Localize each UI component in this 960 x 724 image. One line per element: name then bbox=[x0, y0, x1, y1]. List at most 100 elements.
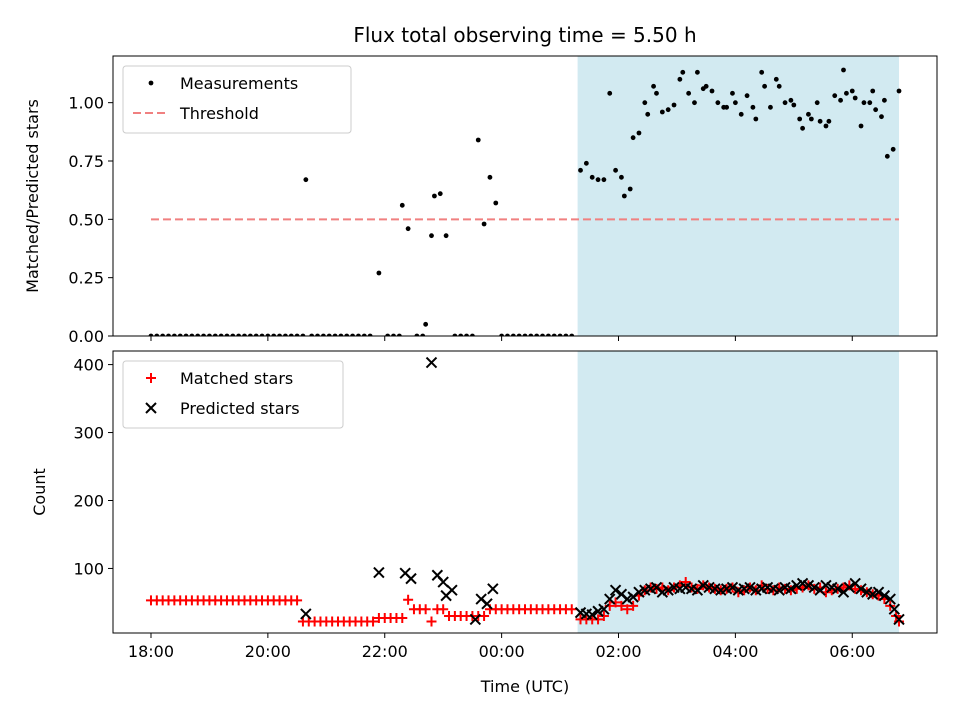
legend: Matched stars Predicted stars bbox=[122, 360, 344, 429]
data-point-dot bbox=[589, 174, 595, 180]
data-point-dot bbox=[768, 104, 773, 110]
data-point-dot bbox=[160, 333, 166, 336]
data-point-dot bbox=[361, 333, 367, 336]
data-point-dot bbox=[277, 333, 282, 336]
x-tick-label: 22:00 bbox=[362, 642, 408, 661]
data-point-dot bbox=[315, 333, 320, 336]
data-point-plus bbox=[622, 604, 633, 615]
data-point-plus bbox=[479, 611, 490, 622]
data-point-dot bbox=[247, 333, 253, 336]
y-tick-label: 200 bbox=[73, 491, 104, 510]
data-point-x bbox=[843, 581, 856, 594]
observing-window-span bbox=[577, 56, 900, 336]
data-point-dot bbox=[510, 333, 516, 336]
data-point-dot bbox=[861, 100, 867, 106]
data-point-dot bbox=[659, 109, 665, 115]
legend-box bbox=[122, 65, 352, 134]
data-point-dot bbox=[896, 88, 902, 94]
y-tick-label: 300 bbox=[73, 424, 104, 443]
data-point-dot bbox=[300, 333, 306, 336]
legend-marker bbox=[146, 373, 156, 383]
data-point-dot bbox=[879, 114, 884, 120]
data-point-dot bbox=[619, 174, 624, 180]
data-point-dot bbox=[405, 226, 411, 232]
data-point-dot bbox=[621, 193, 627, 199]
data-point-dot bbox=[578, 167, 583, 173]
data-point-dot bbox=[242, 333, 247, 336]
data-point-dot bbox=[782, 100, 788, 106]
data-point-x bbox=[878, 589, 891, 602]
data-point-dot bbox=[694, 69, 700, 75]
data-point-dot bbox=[212, 333, 218, 336]
data-point-dot bbox=[870, 88, 876, 94]
data-point-dot bbox=[636, 130, 642, 136]
legend-label: Measurements bbox=[180, 74, 298, 93]
data-point-dot bbox=[627, 186, 633, 192]
data-point-dot bbox=[376, 270, 382, 276]
data-point-x bbox=[893, 613, 905, 626]
data-point-dot bbox=[432, 193, 437, 199]
data-point-dot bbox=[738, 111, 744, 117]
data-point-dot bbox=[563, 333, 569, 336]
data-point-dot bbox=[475, 137, 481, 143]
panel-counts: 18:00 20:00 22:00 00:00 02:00 04:00 06:00 100 20… bbox=[30, 350, 938, 661]
legend: Measurements Threshold bbox=[122, 65, 352, 134]
data-point-x bbox=[446, 584, 458, 596]
data-point-dot bbox=[443, 233, 449, 239]
data-point-dot bbox=[320, 333, 326, 336]
data-point-dot bbox=[630, 135, 636, 141]
data-point-dot bbox=[183, 333, 189, 336]
plot-area bbox=[145, 356, 905, 627]
data-point-x bbox=[469, 613, 482, 626]
data-point-dot bbox=[464, 333, 469, 336]
data-point-dot bbox=[288, 333, 294, 336]
data-point-dot bbox=[356, 333, 361, 336]
x-tick-label: 00:00 bbox=[479, 642, 525, 661]
data-point-dot bbox=[259, 333, 265, 336]
data-point-dot bbox=[800, 125, 805, 131]
data-point-dot bbox=[814, 100, 820, 106]
data-point-plus bbox=[598, 611, 609, 622]
data-point-dot bbox=[557, 333, 563, 336]
data-point-dot bbox=[344, 333, 350, 336]
data-point-x bbox=[855, 583, 867, 595]
data-point-dot bbox=[437, 191, 443, 197]
data-point-dot bbox=[391, 333, 396, 336]
data-point-dot bbox=[332, 333, 338, 336]
data-point-dot bbox=[534, 333, 540, 336]
data-point-x bbox=[785, 583, 797, 595]
data-point-dot bbox=[385, 333, 391, 336]
data-point-dot bbox=[832, 93, 838, 99]
data-point-plus bbox=[566, 604, 577, 615]
data-point-dot bbox=[399, 202, 405, 208]
data-point-x bbox=[373, 566, 385, 579]
data-point-dot bbox=[823, 123, 829, 129]
data-point-x bbox=[773, 584, 785, 596]
data-point-plus bbox=[397, 613, 408, 624]
data-point-dot bbox=[867, 100, 873, 106]
data-point-dot bbox=[429, 233, 434, 239]
data-point-dot bbox=[817, 118, 823, 124]
data-point-plus bbox=[420, 604, 431, 615]
data-point-dot bbox=[493, 200, 499, 206]
data-point-dot bbox=[516, 333, 522, 336]
data-point-dot bbox=[458, 333, 464, 336]
legend-label: Matched stars bbox=[180, 369, 293, 388]
data-point-x bbox=[609, 584, 622, 596]
data-point-dot bbox=[540, 333, 545, 336]
data-point-dot bbox=[671, 102, 677, 108]
data-point-dot bbox=[326, 333, 332, 336]
legend-box bbox=[122, 360, 344, 429]
y-tick-label: 0.25 bbox=[68, 269, 104, 288]
data-point-x bbox=[888, 603, 901, 615]
data-point-dot bbox=[651, 83, 656, 89]
data-point-dot bbox=[487, 174, 493, 180]
data-point-dot bbox=[470, 333, 475, 336]
data-point-x bbox=[425, 356, 438, 369]
data-point-plus bbox=[426, 616, 437, 627]
data-point-dot bbox=[882, 97, 887, 103]
data-point-dot bbox=[303, 177, 309, 183]
data-point-dot bbox=[776, 83, 782, 89]
